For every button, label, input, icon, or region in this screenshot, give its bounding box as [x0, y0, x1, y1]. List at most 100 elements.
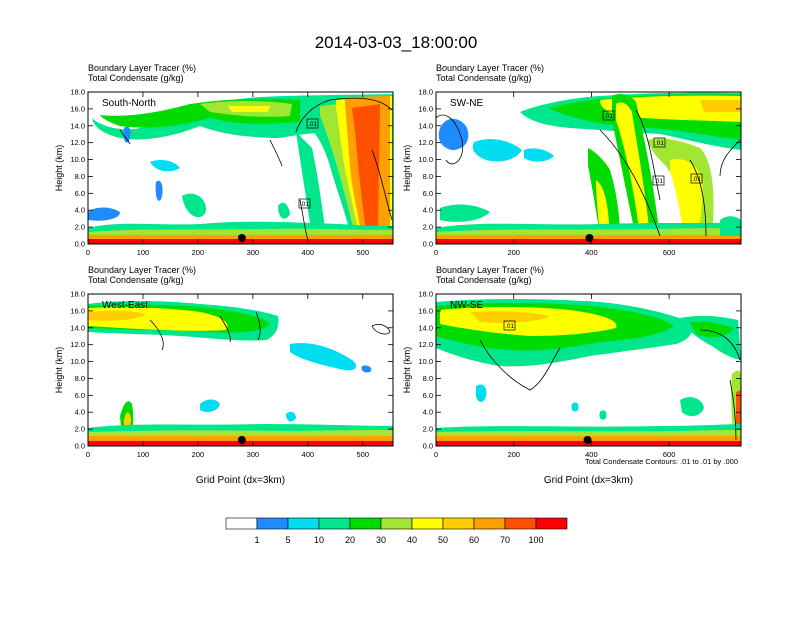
- colorbar-label: 1: [254, 535, 259, 545]
- colorbar-swatch: [287, 517, 320, 530]
- x-axis-label: Grid Point (dx=3km): [544, 475, 633, 486]
- panel-subtitle-tracer: Boundary Layer Tracer (%): [436, 63, 544, 73]
- y-tick-label: 6.0: [423, 391, 433, 400]
- colorbar-swatch: [256, 517, 289, 530]
- contour-label-text: .01: [300, 201, 309, 208]
- colorbar-label: 10: [314, 535, 324, 545]
- y-tick-label: 14.0: [70, 121, 85, 130]
- x-tick-label: 500: [357, 248, 370, 257]
- x-tick-label: 400: [302, 248, 315, 257]
- y-tick-label: 18.0: [70, 290, 85, 299]
- y-tick-label: 12.0: [70, 138, 85, 147]
- y-tick-label: 0.0: [75, 442, 85, 451]
- y-axis-label: Height (km): [54, 145, 64, 192]
- panel-subtitle-condensate: Total Condensate (g/kg): [436, 73, 532, 83]
- field-shapes: [88, 301, 393, 446]
- plot-frame: [87, 293, 394, 447]
- field-region: [438, 118, 469, 150]
- colorbar-swatch: [411, 517, 444, 530]
- field-region: [599, 410, 607, 420]
- y-tick-label: 6.0: [75, 391, 85, 400]
- y-tick-label: 4.0: [75, 206, 85, 215]
- field-region: [290, 342, 357, 371]
- y-tick-label: 18.0: [418, 88, 433, 97]
- field-region: [155, 180, 163, 201]
- y-tick-label: 16.0: [418, 104, 433, 113]
- contour-footnote: Total Condensate Contours: .01 to .01 by…: [585, 457, 738, 466]
- contour-label: .01: [306, 118, 319, 129]
- y-tick-label: 10.0: [418, 155, 433, 164]
- field-region: [352, 104, 380, 232]
- field-region: [524, 148, 554, 162]
- x-tick-label: 100: [137, 248, 150, 257]
- x-tick-label: 0: [434, 248, 438, 257]
- panel-subtitle-condensate: Total Condensate (g/kg): [88, 73, 184, 83]
- x-tick-label: 500: [357, 450, 370, 459]
- field-region: [588, 148, 620, 236]
- y-tick-label: 0.0: [423, 442, 433, 451]
- field-region: [150, 160, 180, 172]
- y-tick-label: 18.0: [418, 290, 433, 299]
- field-region: [720, 216, 741, 236]
- y-tick-label: 8.0: [423, 374, 433, 383]
- contour-label-text: .01: [655, 140, 664, 147]
- field-region: [182, 193, 206, 218]
- y-tick-label: 8.0: [75, 172, 85, 181]
- contour-label: .01: [653, 137, 666, 148]
- y-axis-label: Height (km): [402, 347, 412, 394]
- y-tick-label: 12.0: [418, 138, 433, 147]
- x-tick-label: 200: [192, 450, 205, 459]
- y-tick-label: 10.0: [70, 357, 85, 366]
- condensate-contour: [479, 329, 741, 441]
- contour-label: .01: [690, 173, 703, 184]
- panel-label: SW-NE: [450, 98, 483, 109]
- x-tick-label: 0: [86, 450, 90, 459]
- colorbar-label: 20: [345, 535, 355, 545]
- colorbar-label: 5: [285, 535, 290, 545]
- y-tick-label: 0.0: [423, 240, 433, 249]
- field-shapes: .01 .01: [88, 94, 393, 244]
- panel-subtitle-condensate: Total Condensate (g/kg): [88, 275, 184, 285]
- y-tick-label: 10.0: [70, 155, 85, 164]
- field-region: [470, 311, 550, 323]
- colorbar-label: 40: [407, 535, 417, 545]
- colorbar-swatch: [380, 517, 413, 530]
- x-tick-label: 0: [86, 248, 90, 257]
- contour-label: .01: [652, 175, 665, 186]
- field-region: [472, 139, 522, 162]
- colorbar-swatch: [318, 517, 351, 530]
- y-tick-label: 2.0: [423, 223, 433, 232]
- contour-label: .01: [503, 320, 516, 331]
- panel-west-east: 0 100 200 300 400 500 0.0 2.0 4.0 6.0 8.0 10.0 12.0 1…: [54, 265, 394, 486]
- field-region: [296, 132, 326, 236]
- colorbar-label: 60: [469, 535, 479, 545]
- panel-sw-ne: .01 .01 .01 .01 0 200 400 600 0.0 2.0 4.0 6.0 8.0 10.…: [402, 63, 742, 257]
- colorbar-swatch: [535, 517, 568, 530]
- field-region: [88, 310, 146, 321]
- x-tick-label: 400: [585, 248, 598, 257]
- x-tick-label: 400: [302, 450, 315, 459]
- x-tick-label: 300: [247, 248, 260, 257]
- panel-label: South-North: [102, 98, 156, 109]
- field-region: [440, 204, 490, 222]
- y-tick-label: 16.0: [70, 104, 85, 113]
- panels: .01 .01 0 100 200 300 400 500 0.0 2.0 4.0 6.0 8.0 10.…: [54, 63, 742, 486]
- y-tick-label: 16.0: [418, 306, 433, 315]
- y-tick-label: 0.0: [75, 240, 85, 249]
- field-region: [700, 100, 741, 112]
- panel-subtitle-condensate: Total Condensate (g/kg): [436, 275, 532, 285]
- contour-label: .01: [298, 198, 311, 209]
- y-tick-label: 10.0: [418, 357, 433, 366]
- field-region: [286, 411, 296, 422]
- contour-label-text: .01: [692, 176, 701, 183]
- colorbar-label: 70: [500, 535, 510, 545]
- contour-label-text: .01: [308, 121, 317, 128]
- x-tick-label: 300: [247, 450, 260, 459]
- y-tick-label: 2.0: [75, 223, 85, 232]
- panel-label: West-East: [102, 300, 148, 311]
- y-tick-label: 6.0: [423, 189, 433, 198]
- location-marker: [583, 436, 592, 444]
- location-marker: [237, 436, 246, 444]
